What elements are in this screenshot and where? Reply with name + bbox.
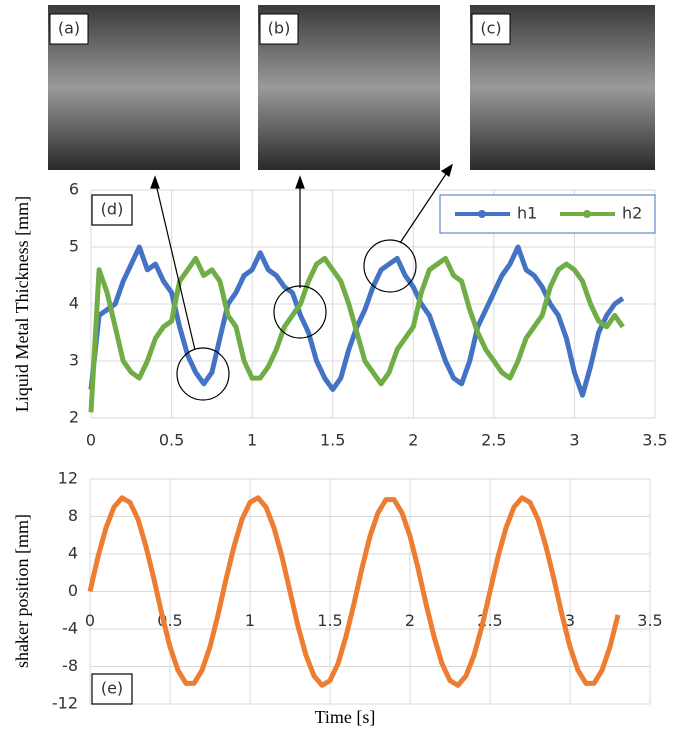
y-tick-label: 12 — [58, 469, 78, 488]
x-tick-label: 3 — [569, 431, 579, 450]
x-tick-label: 2 — [408, 431, 418, 450]
y-tick-label: 2 — [69, 408, 79, 427]
legend-label: h1 — [517, 204, 537, 223]
label-box — [471, 13, 511, 45]
series-line — [88, 255, 625, 413]
y-tick-label: 6 — [69, 180, 79, 199]
panel-label: (e) — [101, 679, 123, 698]
series-line — [87, 495, 621, 688]
x-axis-label: Time [s] — [315, 707, 376, 727]
label-box — [91, 673, 133, 705]
arrow — [399, 167, 451, 244]
x-tick-label: 1.5 — [317, 611, 342, 630]
label-box — [259, 13, 299, 45]
arrowhead — [295, 175, 305, 189]
photo-label: (a) — [58, 19, 80, 38]
x-tick-label: 0 — [85, 611, 95, 630]
legend-label: h2 — [622, 204, 642, 223]
x-tick-label: 0 — [86, 431, 96, 450]
x-tick-label: 3.5 — [637, 611, 662, 630]
x-tick-label: 1.5 — [320, 431, 345, 450]
x-tick-label: 2.5 — [481, 431, 506, 450]
arrow — [154, 179, 196, 351]
y-axis-label: shaker position [mm] — [12, 514, 32, 668]
x-tick-label: 1 — [245, 611, 255, 630]
y-tick-label: -4 — [62, 619, 78, 638]
y-tick-label: 3 — [69, 351, 79, 370]
x-tick-label: 0.5 — [159, 431, 184, 450]
y-axis-label: Liquid Metal Thickness [mm] — [12, 196, 32, 412]
y-tick-label: 5 — [69, 237, 79, 256]
panel-label: (d) — [101, 200, 124, 219]
circle — [363, 239, 417, 293]
y-tick-label: 0 — [68, 581, 78, 600]
y-tick-label: -12 — [52, 694, 78, 713]
legend-swatch — [478, 210, 486, 218]
arrowhead — [150, 175, 160, 189]
label-box — [91, 194, 133, 226]
label-box — [49, 13, 89, 45]
y-tick-label: 8 — [68, 506, 78, 525]
x-tick-label: 3.5 — [642, 431, 667, 450]
legend-swatch — [583, 210, 591, 218]
y-tick-label: 4 — [69, 294, 79, 313]
y-tick-label: 4 — [68, 544, 78, 563]
photo-label: (c) — [480, 19, 501, 38]
arrowhead — [440, 163, 453, 177]
annotations — [91, 163, 453, 705]
x-tick-label: 2 — [405, 611, 415, 630]
y-tick-label: -8 — [62, 656, 78, 675]
x-tick-label: 1 — [247, 431, 257, 450]
photos: (a) (b) (c) — [48, 5, 655, 170]
x-tick-label: 3 — [565, 611, 575, 630]
circle — [176, 347, 230, 401]
photo-label: (b) — [268, 19, 291, 38]
